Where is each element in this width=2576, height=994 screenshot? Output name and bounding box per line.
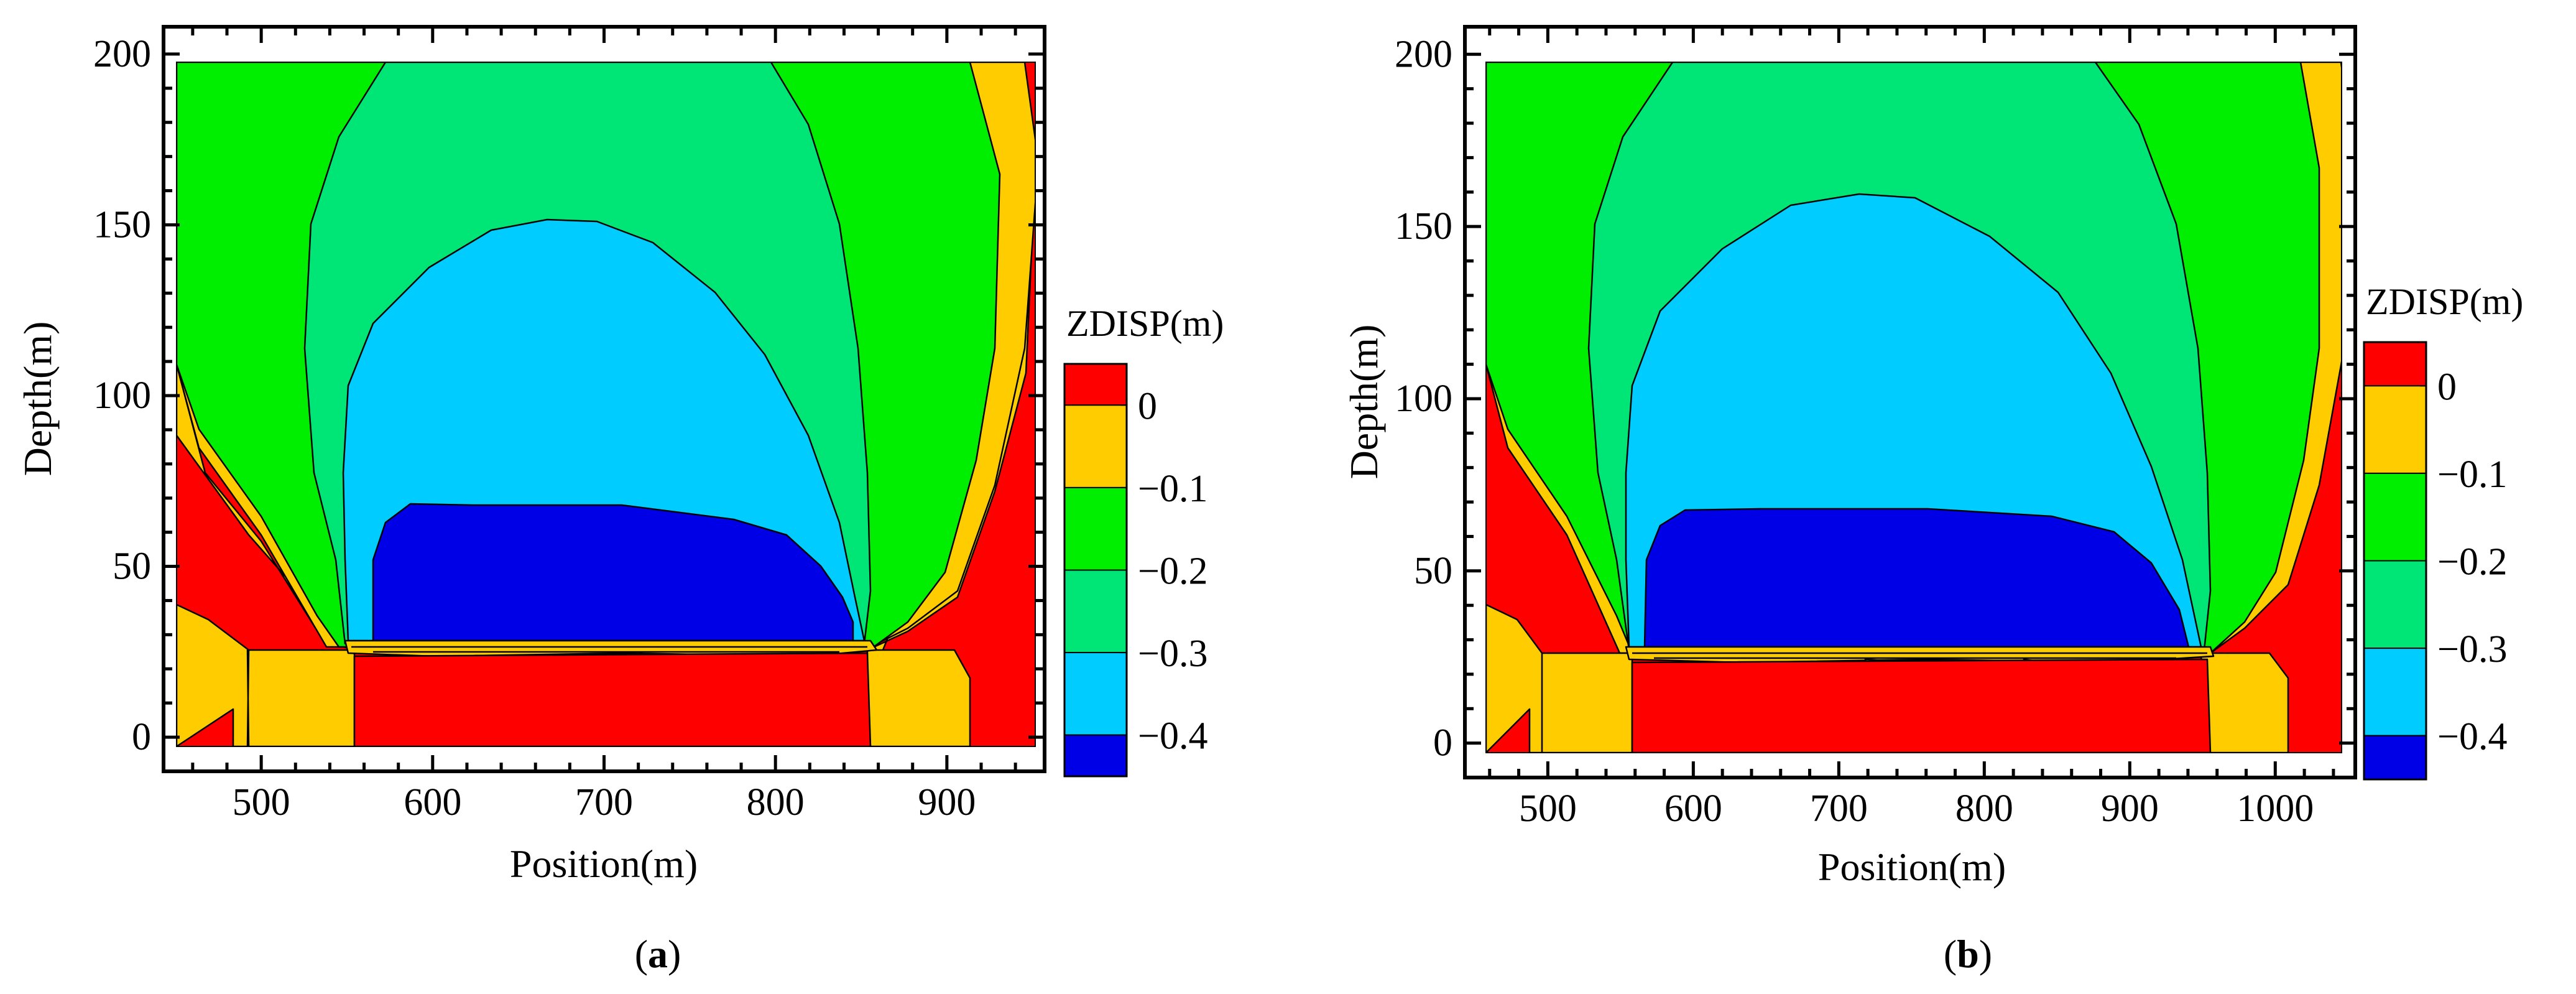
- caption-b: (b): [1944, 932, 1992, 976]
- colorbar-label: −0.4: [2437, 716, 2507, 758]
- y-tick-label: 0: [1433, 722, 1452, 764]
- y-tick-label: 150: [93, 203, 151, 246]
- x-tick-label: 600: [404, 781, 461, 824]
- colorbar-label: −0.3: [1138, 633, 1207, 675]
- region-blue: [1643, 508, 2190, 648]
- colorbar-label: −0.2: [1138, 550, 1207, 593]
- region-band-line: [1632, 652, 2207, 659]
- colorbar-swatch: [1064, 569, 1127, 654]
- axis-ticks-a: [164, 27, 1045, 771]
- colorbar-title-b: ZDISP(m): [2366, 281, 2523, 322]
- x-tick-label: 600: [1664, 787, 1722, 830]
- tick-labels-a: 500 600 700 800 900 0 50 100 150 200: [93, 33, 976, 824]
- plot-frame-b: [1463, 25, 2357, 779]
- colorbar-title-a: ZDISP(m): [1066, 303, 1224, 344]
- colorbar-swatch: [1064, 404, 1127, 488]
- colorbar-label: −0.2: [2437, 541, 2507, 583]
- y-tick-label: 100: [93, 374, 151, 417]
- x-tick-label: 1000: [2237, 787, 2314, 830]
- x-tick-label: 900: [918, 781, 976, 824]
- panel-b: 500 600 700 800 900 1000 0 50 100 150 200 Position…: [1342, 25, 2523, 976]
- colorbar-swatch: [2363, 560, 2427, 649]
- colorbar-label: 0: [2437, 366, 2457, 408]
- caption-b-letter: b: [1957, 932, 1979, 976]
- colorbar-swatch: [2363, 648, 2427, 736]
- colorbar-label: −0.1: [1138, 468, 1207, 510]
- xlabel-b: Position(m): [1818, 845, 2006, 889]
- region-base: [353, 652, 872, 748]
- x-tick-label: 700: [575, 781, 633, 824]
- caption-b-close: ): [1979, 932, 1992, 976]
- colorbar-label: −0.3: [2437, 628, 2507, 671]
- colorbar-swatch: [2363, 341, 2427, 387]
- region-band-line: [351, 646, 867, 653]
- y-tick-label: 0: [132, 716, 151, 758]
- xlabel-a: Position(m): [510, 842, 698, 886]
- svg-text:(a): (a): [635, 932, 681, 976]
- axis-ticks-b: [1465, 27, 2355, 778]
- y-tick-label: 50: [1414, 550, 1452, 592]
- x-tick-label: 700: [1810, 787, 1868, 830]
- x-tick-label: 500: [1519, 787, 1577, 830]
- svg-text:(b): (b): [1944, 932, 1992, 976]
- x-tick-label: 800: [1955, 787, 2013, 830]
- y-tick-label: 200: [1395, 33, 1452, 75]
- colorbar-label: 0: [1138, 385, 1157, 427]
- colorbar-label: −0.1: [2437, 453, 2507, 496]
- colorbar-swatch: [2363, 385, 2427, 474]
- caption-a: (a): [635, 932, 681, 976]
- colorbar-label: −0.4: [1138, 715, 1207, 758]
- colorbar-swatch: [1064, 734, 1127, 777]
- colorbar-a: 0 −0.1 −0.2 −0.3 −0.4: [1063, 363, 1207, 778]
- y-tick-label: 100: [1395, 378, 1452, 420]
- y-tick-label: 200: [93, 33, 151, 75]
- ylabel-b: Depth(m): [1342, 325, 1386, 480]
- colorbar-swatch: [1064, 363, 1127, 406]
- y-tick-label: 50: [113, 546, 151, 588]
- ylabel-a: Depth(m): [16, 322, 60, 476]
- x-tick-label: 900: [2101, 787, 2159, 830]
- y-tick-label: 150: [1395, 205, 1452, 248]
- caption-a-close: ): [668, 932, 681, 976]
- region-blue: [372, 503, 854, 642]
- caption-b-open: (: [1944, 932, 1957, 976]
- tick-labels-b: 500 600 700 800 900 1000 0 50 100 150 200: [1395, 33, 2314, 830]
- colorbar-swatch: [1064, 486, 1127, 571]
- region-base: [1631, 658, 2212, 754]
- caption-a-open: (: [635, 932, 648, 976]
- colorbar-swatch: [2363, 735, 2427, 780]
- x-tick-label: 800: [747, 781, 805, 824]
- colorbar-swatch: [1064, 652, 1127, 736]
- colorbar-b: 0 −0.1 −0.2 −0.3 −0.4: [2363, 341, 2507, 781]
- x-tick-label: 500: [233, 781, 290, 824]
- caption-a-letter: a: [648, 932, 668, 976]
- colorbar-swatch: [2363, 472, 2427, 562]
